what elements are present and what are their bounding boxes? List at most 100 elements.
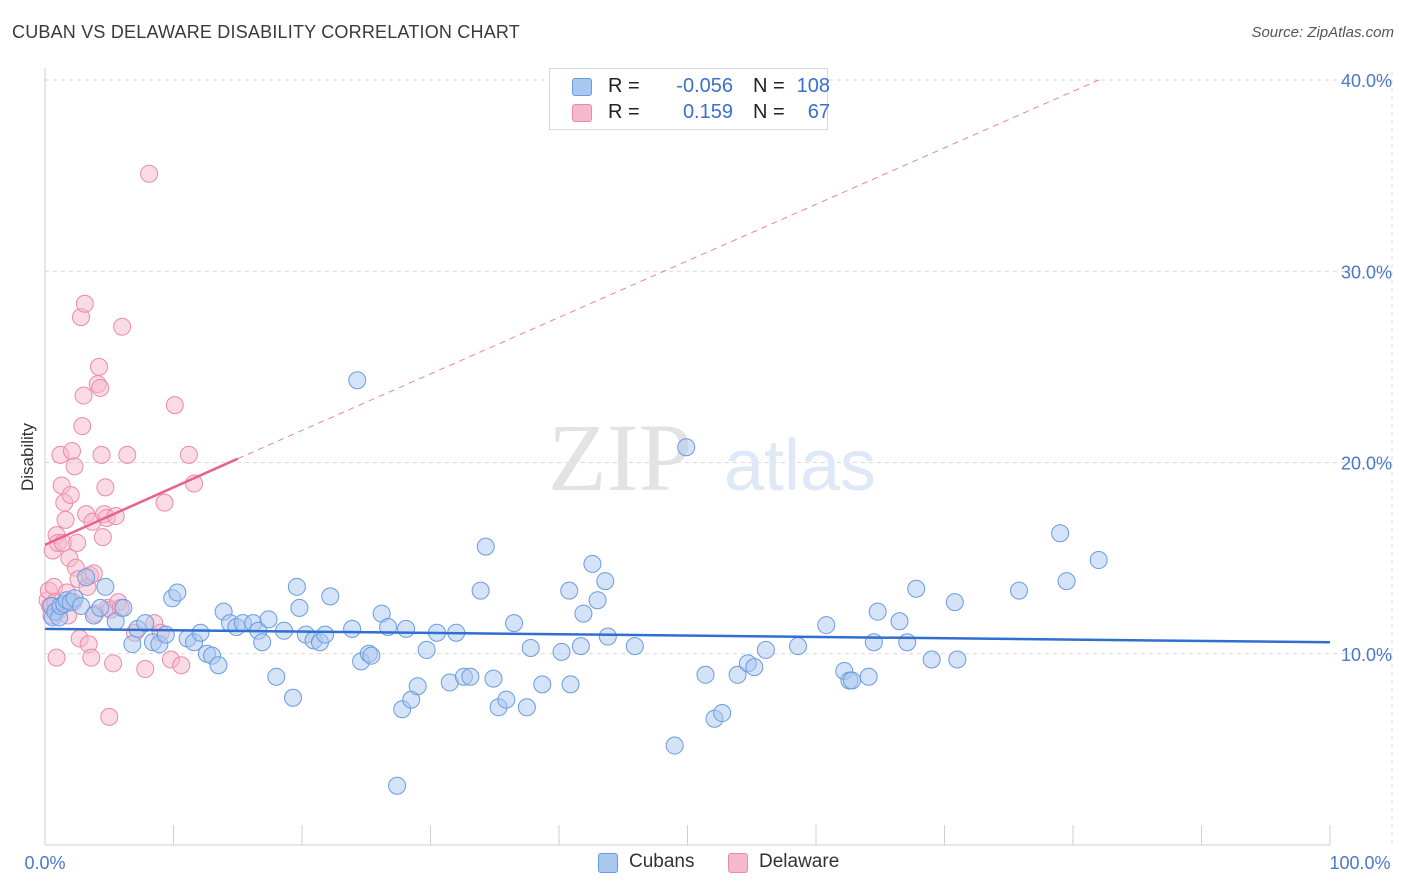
delaware-point [179,445,198,464]
cubans-point [696,665,715,684]
cubans-point [91,598,110,617]
cubans-point [583,554,602,573]
cubans-point [408,677,427,696]
stats-legend: R = -0.056 N = 108 R = 0.159 N = 67 [549,68,830,130]
delaware-swatch-icon [728,853,748,873]
bottom-legend-label: Cubans [629,851,695,872]
y-tick-label: 40.0% [1341,71,1392,91]
cubans-point [253,633,272,652]
delaware-point [61,486,80,505]
cubans-swatch-icon [598,853,618,873]
delaware-point [75,294,94,313]
cubans-point [817,616,836,635]
cubans-point [561,675,580,694]
delaware-point [91,378,110,397]
cubans-point [209,656,228,675]
cubans-point [461,667,480,686]
cubans-point [156,625,175,644]
cubans-point [343,619,362,638]
delaware-point [155,493,174,512]
y-tick-label: 20.0% [1341,454,1392,474]
y-tick-label: 30.0% [1341,262,1392,282]
delaware-point [62,442,81,461]
legend-n-value: 108 [796,75,830,97]
cubans-point [745,658,764,677]
cubans-point [677,438,696,457]
delaware-point [56,510,75,529]
legend-r-label: R = [608,75,640,97]
delaware-point [113,317,132,336]
cubans-point [191,623,210,642]
cubans-point [517,698,536,717]
cubans-point [484,669,503,688]
cubans-point [945,593,964,612]
cubans-point [588,591,607,610]
cubans-point [259,610,278,629]
delaware-point [93,528,112,547]
cubans-point [388,776,407,795]
watermark-zip: ZIP [548,404,692,511]
delaware-point [165,396,184,415]
delaware-swatch-icon [572,104,592,122]
cubans-point [713,704,732,723]
cubans-point [348,371,367,390]
cubans-point [596,572,615,591]
trend-layer [44,79,1331,644]
cubans-point [898,633,917,652]
cubans-point [859,667,878,686]
cubans-point [907,579,926,598]
cubans-point [96,577,115,596]
cubans-point [114,598,133,617]
cubans-point [574,604,593,623]
cubans-point [287,577,306,596]
delaware-point [92,445,111,464]
watermark-atlas: atlas [724,426,876,506]
delaware-point [96,478,115,497]
delaware-trend-extension [237,79,1099,460]
cubans-point [397,619,416,638]
cubans-point [1051,524,1070,543]
cubans-point [417,640,436,659]
cubans-point [560,581,579,600]
cubans-point [948,650,967,669]
bottom-legend-label: Delaware [759,851,840,872]
delaware-trend-line [44,457,239,546]
cubans-point [1010,581,1029,600]
cubans-point [316,625,335,644]
cubans-point [136,614,155,633]
legend-n-label: N = [753,75,785,97]
cubans-point [533,675,552,694]
legend-r-value: -0.056 [676,75,733,97]
cubans-point [1057,572,1076,591]
delaware-point [65,457,84,476]
cubans-point [625,637,644,656]
cubans-point [267,667,286,686]
cubans-point [890,612,909,631]
cubans-point [77,568,96,587]
delaware-point [47,648,66,667]
cubans-point [922,650,941,669]
cubans-point [665,736,684,755]
delaware-point [73,417,92,436]
legend-n-value: 67 [807,101,830,123]
delaware-point [140,164,159,183]
legend-n-label: N = [753,101,785,123]
cubans-point [71,596,90,615]
cubans-point [290,598,309,617]
delaware-point [118,445,137,464]
cubans-point [505,614,524,633]
delaware-point [172,656,191,675]
cubans-point [756,640,775,659]
source-label: Source: ZipAtlas.com [1251,24,1394,41]
delaware-point [74,386,93,405]
cubans-point [321,587,340,606]
delaware-point [68,533,87,552]
delaware-point [100,707,119,726]
delaware-point [104,654,123,673]
cubans-point [598,627,617,646]
cubans-point [123,635,142,654]
y-tick-label: 10.0% [1341,645,1392,665]
cubans-point [521,639,540,658]
cubans-point [842,671,861,690]
